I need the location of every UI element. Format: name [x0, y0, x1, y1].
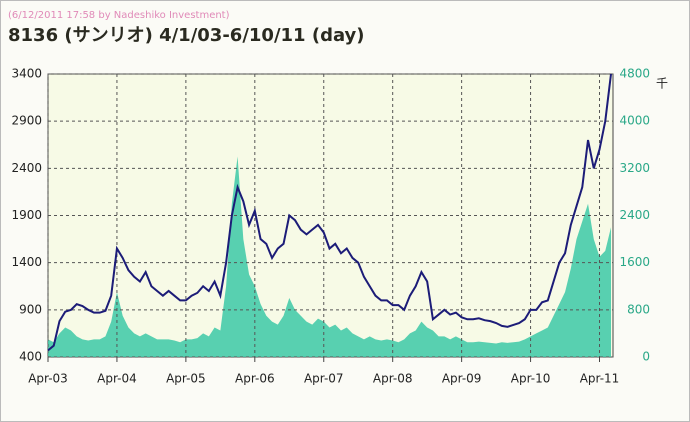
y2-tick-label: 2400 [619, 208, 650, 222]
volume-area [48, 156, 611, 357]
x-tick-label: Apr-06 [235, 372, 275, 386]
chart-subtitle: (6/12/2011 17:58 by Nadeshiko Investment… [8, 10, 230, 21]
y2-tick-label: 4000 [619, 114, 650, 128]
y-tick-label: 2400 [11, 161, 42, 175]
y2-tick-label: 3200 [619, 161, 650, 175]
y2-unit: 千 [656, 77, 668, 91]
x-tick-label: Apr-03 [28, 372, 68, 386]
y-tick-label: 400 [19, 350, 42, 364]
x-tick-label: Apr-07 [304, 372, 344, 386]
x-tick-label: Apr-04 [97, 372, 137, 386]
price-line [47, 73, 612, 352]
x-tick-label: Apr-05 [166, 372, 206, 386]
y-tick-label: 3400 [11, 67, 42, 81]
y2-tick-label: 0 [642, 350, 650, 364]
x-tick-label: Apr-11 [580, 372, 620, 386]
y-tick-label: 1900 [11, 208, 42, 222]
y2-tick-label: 800 [627, 302, 650, 316]
x-tick-label: Apr-09 [442, 372, 482, 386]
x-tick-label: Apr-10 [511, 372, 551, 386]
x-tick-label: Apr-08 [373, 372, 413, 386]
y-tick-label: 1400 [11, 255, 42, 269]
y2-tick-label: 4800 [619, 67, 650, 81]
y-tick-label: 2900 [11, 114, 42, 128]
y2-tick-label: 1600 [619, 255, 650, 269]
chart-title: 8136 (サンリオ) 4/1/03-6/10/11 (day) [8, 25, 365, 46]
y-tick-label: 900 [19, 302, 42, 316]
